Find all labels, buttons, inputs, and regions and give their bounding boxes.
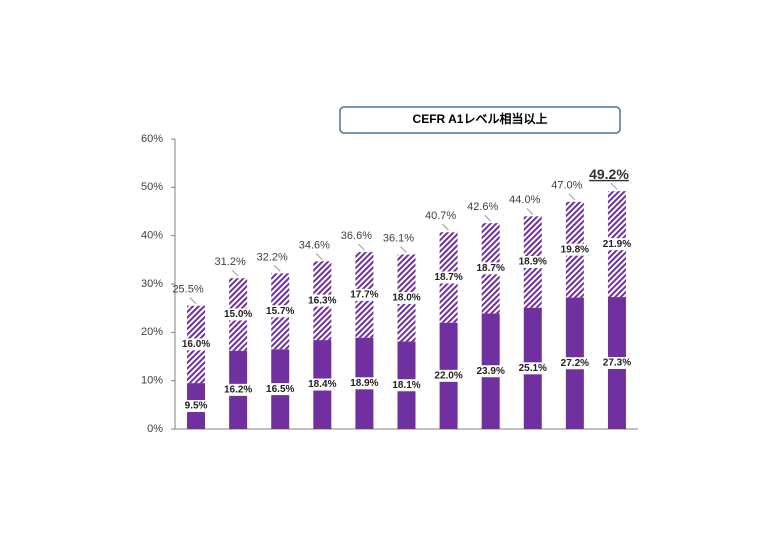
y-tick-label: 50% — [141, 181, 163, 193]
label-bg — [223, 383, 254, 396]
data-label: 22.0% — [434, 370, 462, 381]
leader-line — [231, 269, 239, 277]
label-bg — [307, 294, 338, 307]
label-bg — [559, 243, 590, 256]
data-label: 18.9% — [350, 378, 378, 389]
total-label: 40.7% — [425, 210, 456, 222]
label-bg — [391, 379, 422, 392]
total-label: 31.2% — [215, 256, 246, 268]
leader-line — [315, 253, 323, 261]
total-label: 44.0% — [509, 194, 540, 206]
total-label: 42.6% — [467, 201, 498, 213]
data-label: 16.3% — [308, 295, 336, 306]
data-label: 18.0% — [392, 293, 420, 304]
data-label: 27.2% — [561, 358, 589, 369]
data-label: 18.9% — [519, 257, 547, 268]
data-label: 17.7% — [350, 290, 378, 301]
data-label: 18.7% — [477, 263, 505, 274]
data-label: 21.9% — [603, 239, 631, 250]
chart-title: CEFR A1レベル相当以上 — [413, 111, 548, 126]
label-bg — [391, 292, 422, 305]
label-bg — [475, 365, 506, 378]
data-label: 16.5% — [266, 384, 294, 395]
label-bg — [265, 305, 296, 318]
data-label: 18.7% — [434, 272, 462, 283]
y-tick-label: 40% — [141, 230, 163, 242]
data-label: 23.9% — [477, 366, 505, 377]
total-label: 49.2% — [589, 166, 629, 182]
total-label: 32.2% — [257, 251, 288, 263]
label-bg — [601, 357, 632, 370]
title-box — [339, 106, 621, 134]
data-label: 9.5% — [185, 401, 208, 412]
data-label: 16.0% — [182, 339, 210, 350]
label-bg — [559, 357, 590, 370]
leader-line — [568, 193, 576, 201]
leader-line — [484, 214, 492, 222]
total-label: 36.6% — [341, 230, 372, 242]
data-label: 16.2% — [224, 384, 252, 395]
label-bg — [517, 362, 548, 375]
y-tick-label: 30% — [141, 278, 163, 290]
data-label: 27.3% — [603, 358, 631, 369]
label-bg — [433, 369, 464, 382]
total-label: 25.5% — [172, 284, 203, 296]
leader-line — [273, 265, 281, 272]
label-bg — [265, 383, 296, 396]
total-label: 47.0% — [551, 180, 582, 192]
data-label: 15.0% — [224, 309, 252, 320]
data-label: 18.1% — [392, 380, 420, 391]
leader-line — [442, 223, 449, 231]
leader-line — [189, 297, 197, 305]
y-tick-label: 10% — [141, 375, 163, 387]
y-tick-label: 20% — [141, 326, 163, 338]
y-tick-label: 60% — [141, 133, 163, 145]
label-bg — [349, 288, 380, 301]
data-label: 15.7% — [266, 306, 294, 317]
leader-line — [526, 207, 534, 215]
label-bg — [307, 378, 338, 391]
label-bg — [601, 238, 632, 251]
data-label: 25.1% — [519, 363, 547, 374]
data-label: 19.8% — [561, 244, 589, 255]
label-bg — [517, 256, 548, 269]
label-bg — [223, 308, 254, 321]
label-bg — [475, 262, 506, 275]
y-tick-label: 0% — [147, 423, 163, 435]
label-bg — [181, 400, 212, 413]
label-bg — [349, 377, 380, 390]
leader-line — [610, 182, 618, 190]
total-label: 36.1% — [383, 232, 414, 244]
label-bg — [433, 271, 464, 284]
leader-line — [400, 246, 407, 253]
total-label: 34.6% — [299, 240, 330, 252]
label-bg — [181, 338, 212, 351]
leader-line — [358, 243, 365, 251]
data-label: 18.4% — [308, 379, 336, 390]
